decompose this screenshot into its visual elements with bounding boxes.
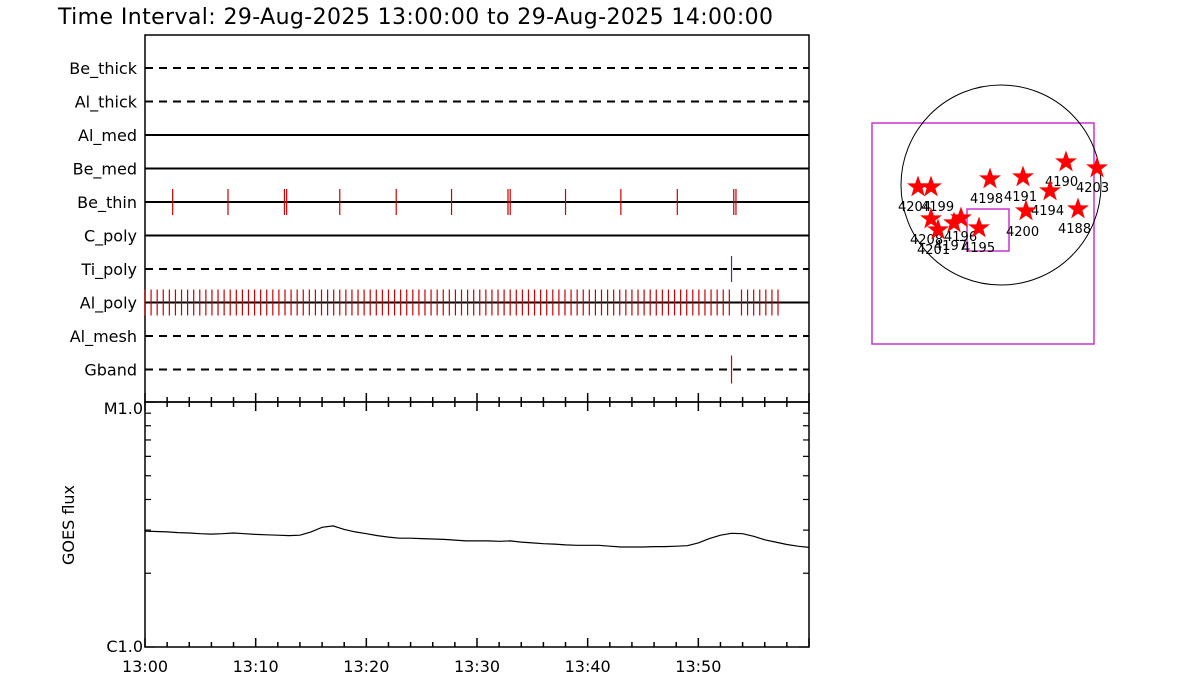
solar-disk (900, 84, 1102, 286)
y-axis-label: GOES flux (59, 485, 78, 565)
region-label: 4195 (962, 241, 995, 256)
map-outer-box (871, 122, 1095, 345)
channel-label: Al_mesh (70, 327, 137, 347)
region-star-marker (1012, 165, 1034, 187)
region-star-marker (1055, 150, 1077, 172)
region-label: 4197 (934, 239, 967, 254)
channel-label: Al_thick (75, 93, 138, 113)
event-timeline-panel: Be_thick Al_thick Al_med Be_med Be_thin C_pol… (69, 34, 810, 403)
goes-frame (144, 401, 810, 648)
channel-label: Be_thick (69, 59, 137, 79)
channel-label: C_poly (84, 227, 137, 247)
region-star-marker (968, 216, 990, 238)
region-star-marker (979, 167, 1001, 189)
region-star-marker (920, 175, 942, 197)
x-tick-label: 13:50 (675, 657, 721, 676)
region-label: 4190 (1045, 175, 1078, 190)
region-label: 4200 (1006, 225, 1039, 240)
chart-title: Time Interval: 29-Aug-2025 13:00:00 to 2… (57, 5, 773, 30)
y-tick-label-top: M1.0 (104, 399, 143, 418)
x-tick-label: 13:20 (343, 657, 389, 676)
region-star-marker (920, 207, 942, 229)
map-inner-box (966, 208, 1010, 252)
region-label: 4201 (917, 243, 950, 258)
region-label: 4199 (921, 200, 954, 215)
region-label: 4198 (970, 192, 1003, 207)
x-tick-label: 13:30 (454, 657, 500, 676)
region-label: 4188 (1058, 222, 1091, 237)
region-label: 4191 (1004, 190, 1037, 205)
region-star-marker (1086, 156, 1108, 178)
goes-flux-line (144, 525, 810, 548)
channel-label: Al_poly (80, 294, 137, 314)
region-star-marker (1039, 179, 1061, 201)
x-tick-label: 13:10 (233, 657, 279, 676)
channel-label: Be_thin (77, 193, 137, 213)
region-star-marker (1067, 197, 1089, 219)
region-label: 4194 (1031, 204, 1064, 219)
region-star-marker (950, 206, 972, 228)
region-label: 4196 (944, 230, 977, 245)
channel-label: Be_med (73, 160, 137, 180)
channel-label: Al_med (78, 126, 137, 146)
region-star-marker (1015, 199, 1037, 221)
region-label: 4203 (1076, 181, 1109, 196)
x-tick-label: 13:40 (565, 657, 611, 676)
goes-flux-panel: M1.0 C1.0 GOES flux 13:00 13:10 13:20 13:30… (59, 399, 810, 676)
channel-label: Ti_poly (80, 260, 137, 280)
y-tick-label-bottom: C1.0 (106, 637, 143, 656)
timeline-frame (144, 34, 810, 403)
x-tick-label: 13:00 (122, 657, 168, 676)
region-label: 4204 (898, 200, 931, 215)
channel-label: Gband (84, 361, 137, 380)
region-star-marker (927, 218, 949, 240)
